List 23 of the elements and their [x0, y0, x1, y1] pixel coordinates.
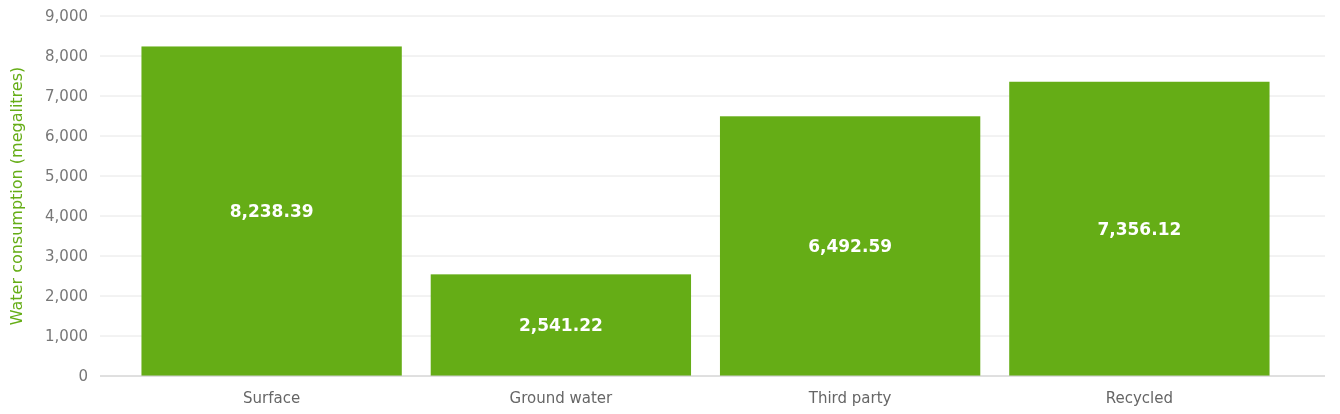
data-label: 6,492.59 [808, 236, 893, 257]
bar [141, 46, 402, 376]
data-label: 7,356.12 [1097, 218, 1182, 239]
bar [719, 116, 981, 376]
x-tick-label: Surface [243, 389, 301, 407]
x-tick-label: Third party [807, 389, 892, 407]
x-tick-label: Recycled [1105, 389, 1174, 407]
data-label: 8,238.39 [229, 201, 314, 222]
y-tick-label: 9,000 [45, 7, 88, 26]
data-label: 2,541.22 [518, 315, 603, 336]
y-tick-label: 7,000 [45, 87, 88, 106]
y-tick-label: 0 [78, 367, 88, 386]
bar [1009, 81, 1270, 376]
y-tick-label: 4,000 [45, 207, 88, 226]
bar [430, 274, 692, 376]
y-tick-label: 1,000 [45, 327, 88, 346]
y-tick-label: 5,000 [45, 167, 88, 186]
y-tick-label: 6,000 [45, 127, 88, 146]
y-tick-label: 3,000 [45, 247, 88, 266]
y-axis-title: Water consumption (megalitres) [7, 66, 26, 326]
y-tick-label: 2,000 [45, 287, 88, 306]
x-tick-label: Ground water [509, 389, 614, 407]
y-tick-label: 8,000 [45, 47, 88, 66]
